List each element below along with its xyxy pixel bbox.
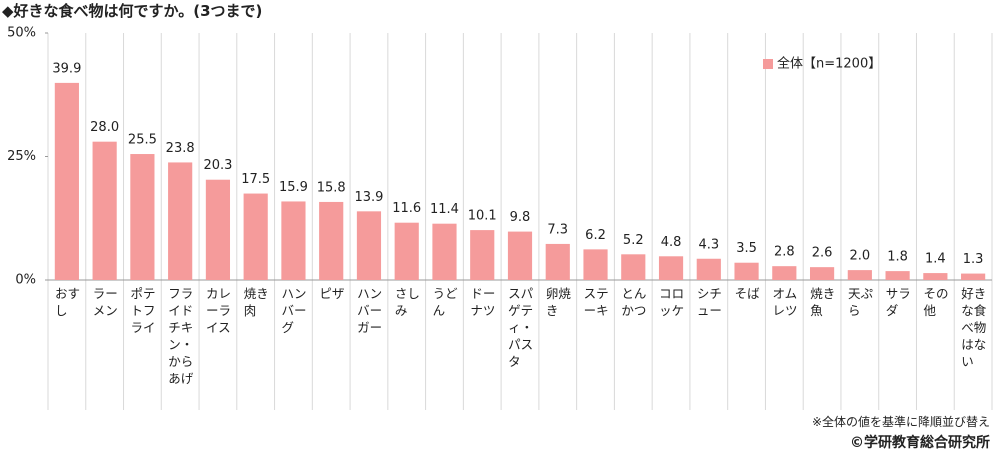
note: ※全体の値を基準に降順並び替え xyxy=(811,415,990,429)
x-tick-label: ハンバーガー xyxy=(357,286,383,335)
value-label: 1.3 xyxy=(963,252,984,267)
bar xyxy=(243,193,268,280)
value-label: 3.5 xyxy=(736,241,757,256)
value-label: 9.8 xyxy=(510,210,531,225)
bar xyxy=(734,262,759,280)
copyright: ©学研教育総合研究所 xyxy=(850,435,990,451)
x-tick-label: とんかつ xyxy=(621,286,647,318)
x-tick-label: ピザ xyxy=(319,286,345,301)
x-tick-label: ラーメン xyxy=(92,286,118,318)
y-tick-label: 25% xyxy=(7,149,36,164)
value-label: 5.2 xyxy=(623,233,644,248)
x-tick-label: スパゲティ・パスタ xyxy=(508,286,534,369)
chart-title: ◆好きな食べ物は何ですか。(3つまで) xyxy=(2,2,263,20)
value-label: 28.0 xyxy=(90,120,119,135)
x-tick-label: 卵焼き xyxy=(545,286,571,318)
value-label: 2.8 xyxy=(774,245,795,260)
bar xyxy=(507,231,533,280)
x-tick-label: そば xyxy=(734,286,760,301)
x-tick-label: さしみ xyxy=(394,286,420,318)
value-label: 7.3 xyxy=(547,222,568,237)
bar xyxy=(809,267,835,280)
x-tick-label: ポテトフライ xyxy=(130,286,156,335)
bar xyxy=(545,243,570,280)
x-tick-label: おすし xyxy=(55,286,81,318)
x-tick-label: ステーキ xyxy=(583,286,609,318)
bar xyxy=(394,222,419,280)
value-label: 15.8 xyxy=(317,180,346,195)
bar xyxy=(923,273,948,280)
value-label: 23.8 xyxy=(166,141,195,156)
value-label: 39.9 xyxy=(52,61,81,76)
bar xyxy=(961,273,986,280)
bar xyxy=(130,154,155,280)
bar xyxy=(205,179,231,280)
x-tick-label: ハンバーグ xyxy=(281,286,307,335)
bar xyxy=(356,211,382,280)
x-tick-label: ドーナツ xyxy=(470,286,496,318)
y-tick-label: 0% xyxy=(15,273,36,288)
value-label: 1.4 xyxy=(925,252,946,267)
bar xyxy=(92,141,117,280)
legend-swatch xyxy=(763,59,773,69)
bar xyxy=(432,223,457,280)
value-label: 13.9 xyxy=(354,190,383,205)
x-tick-label: サラダ xyxy=(885,286,911,318)
value-label: 25.5 xyxy=(128,133,157,148)
value-label: 10.1 xyxy=(468,209,497,224)
x-tick-label: カレーライス xyxy=(206,286,232,335)
bar xyxy=(281,201,306,280)
x-tick-label: オムレツ xyxy=(772,286,798,318)
x-tick-label: その他 xyxy=(923,286,949,318)
x-tick-label: 焼き肉 xyxy=(243,286,269,318)
value-label: 1.8 xyxy=(887,250,908,265)
x-tick-label: フライドチキン・からあげ xyxy=(168,286,194,386)
bar xyxy=(847,270,872,280)
bar xyxy=(54,82,79,280)
value-label: 17.5 xyxy=(241,172,270,187)
value-label: 2.0 xyxy=(849,249,870,264)
value-label: 20.3 xyxy=(203,158,232,173)
bar xyxy=(470,230,495,280)
legend-label: 全体【n=1200】 xyxy=(777,56,881,72)
bar xyxy=(696,258,721,280)
bar xyxy=(621,254,646,280)
bar xyxy=(885,271,910,280)
y-tick-label: 50% xyxy=(7,26,36,41)
value-label: 2.6 xyxy=(812,246,833,261)
value-label: 6.2 xyxy=(585,228,606,243)
value-label: 4.8 xyxy=(661,235,682,250)
bar xyxy=(583,249,608,280)
x-tick-label: 天ぷら xyxy=(847,286,873,318)
bar xyxy=(658,256,684,280)
value-label: 11.6 xyxy=(392,201,421,216)
value-label: 11.4 xyxy=(430,202,459,217)
x-tick-label: 好きな食べ物はない xyxy=(961,286,987,369)
x-tick-label: 焼き魚 xyxy=(810,286,836,318)
x-tick-label: シチュー xyxy=(696,286,722,318)
value-label: 4.3 xyxy=(698,237,719,252)
x-tick-label: うどん xyxy=(432,286,458,318)
bar xyxy=(772,266,797,280)
x-tick-label: コロッケ xyxy=(659,286,685,318)
value-label: 15.9 xyxy=(279,180,308,195)
bar xyxy=(168,162,193,280)
bar xyxy=(319,201,344,280)
